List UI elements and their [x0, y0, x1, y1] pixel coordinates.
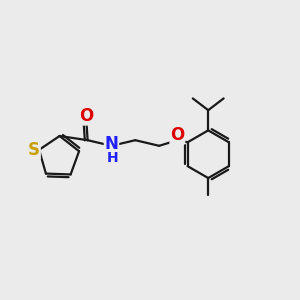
Text: N: N — [104, 135, 118, 153]
Text: O: O — [170, 126, 184, 144]
Text: S: S — [28, 141, 40, 159]
Text: H: H — [107, 151, 119, 165]
Text: O: O — [79, 107, 93, 125]
